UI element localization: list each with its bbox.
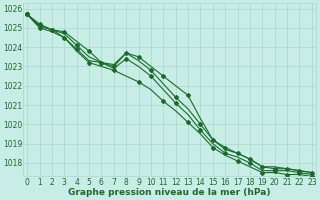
X-axis label: Graphe pression niveau de la mer (hPa): Graphe pression niveau de la mer (hPa) (68, 188, 271, 197)
